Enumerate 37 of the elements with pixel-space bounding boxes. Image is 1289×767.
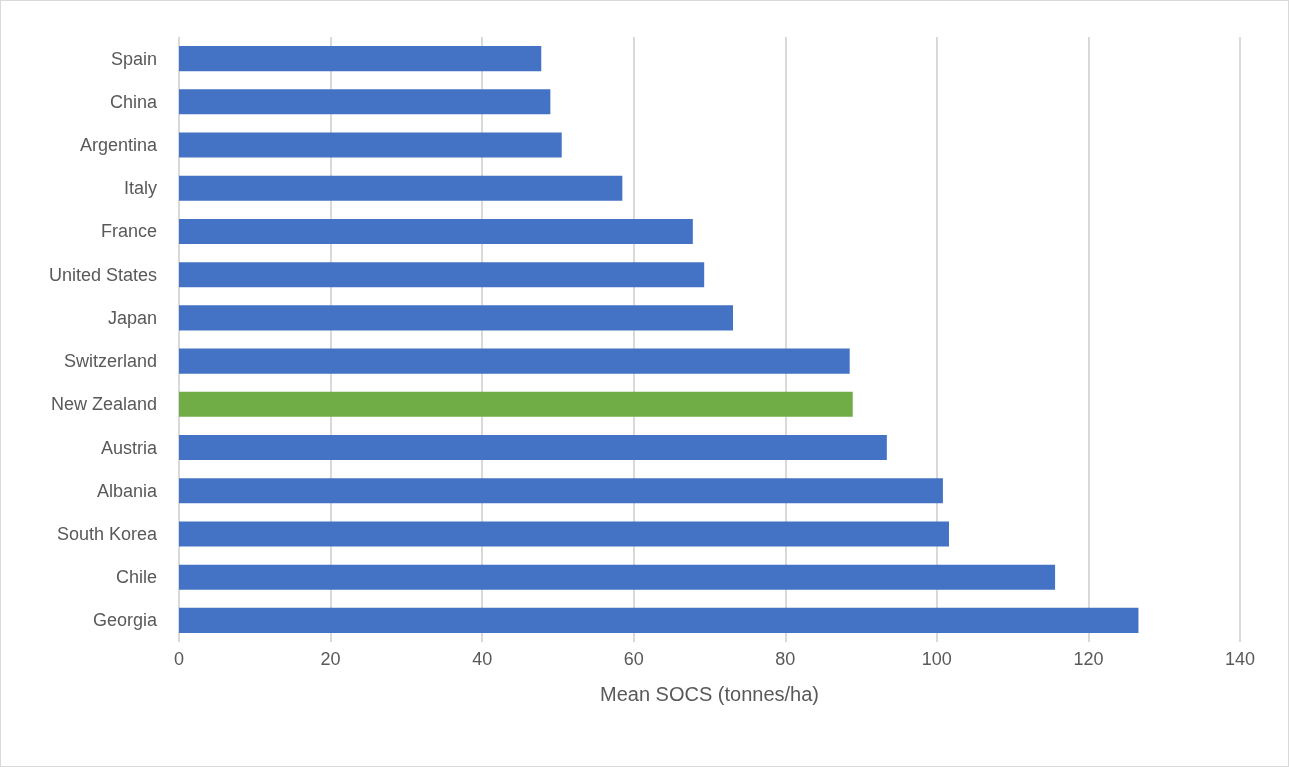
y-tick-label: South Korea xyxy=(56,523,158,544)
bar xyxy=(179,521,949,547)
x-tick-label: 80 xyxy=(775,649,796,669)
y-tick-label: Italy xyxy=(123,178,157,199)
x-tick-label: 40 xyxy=(472,649,493,669)
y-tick-label: China xyxy=(109,91,158,112)
y-tick-label: Switzerland xyxy=(63,351,157,372)
bar xyxy=(179,175,623,201)
x-tick-label: 120 xyxy=(1073,649,1104,669)
y-tick-label: Spain xyxy=(110,48,157,69)
x-axis-title: Mean SOCS (tonnes/ha) xyxy=(600,683,819,705)
y-tick-label: United States xyxy=(48,264,157,285)
x-tick-label: 0 xyxy=(173,649,185,669)
x-tick-label: 140 xyxy=(1224,649,1256,669)
x-tick-label: 20 xyxy=(320,649,341,669)
bar xyxy=(179,218,693,244)
y-tick-label: Japan xyxy=(107,307,157,328)
bar xyxy=(179,305,733,331)
y-tick-label: Georgia xyxy=(92,610,158,631)
bar xyxy=(179,89,551,115)
bar xyxy=(179,607,1139,633)
y-tick-label: Argentina xyxy=(79,135,158,156)
x-tick-label: 100 xyxy=(921,649,952,669)
y-tick-label: Chile xyxy=(115,567,157,588)
bar xyxy=(179,391,853,417)
x-tick-label: 60 xyxy=(623,649,644,669)
y-tick-label: Austria xyxy=(100,437,158,458)
bar xyxy=(179,478,943,504)
bar xyxy=(179,435,887,461)
y-tick-label: Albania xyxy=(96,480,158,501)
y-tick-label: France xyxy=(100,221,157,242)
bar xyxy=(179,262,705,288)
y-tick-label: New Zealand xyxy=(50,394,157,415)
bar xyxy=(179,564,1056,590)
bar xyxy=(179,46,542,72)
bar xyxy=(179,132,562,158)
bar xyxy=(179,348,850,374)
